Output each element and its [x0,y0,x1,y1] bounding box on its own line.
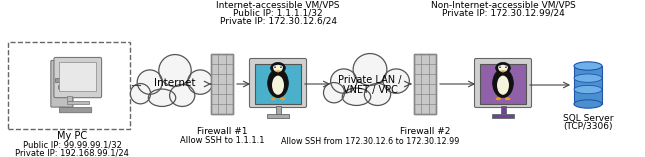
Ellipse shape [159,54,191,87]
Text: Non-Internet-accessible VM/VPS: Non-Internet-accessible VM/VPS [431,1,575,10]
FancyBboxPatch shape [501,106,506,114]
FancyBboxPatch shape [475,59,531,108]
Ellipse shape [271,97,276,100]
FancyBboxPatch shape [267,114,289,118]
Text: My PC: My PC [57,131,87,141]
Ellipse shape [498,66,501,69]
FancyBboxPatch shape [66,96,72,101]
Text: VNET / VPC: VNET / VPC [342,85,397,95]
FancyBboxPatch shape [492,114,514,118]
Text: SQL Server: SQL Server [562,114,613,123]
FancyBboxPatch shape [250,59,306,108]
FancyBboxPatch shape [414,54,436,114]
Text: (TCP/3306): (TCP/3306) [563,122,613,131]
Ellipse shape [495,62,510,74]
FancyBboxPatch shape [275,106,281,114]
Text: Private IP: 172.30.12.6/24: Private IP: 172.30.12.6/24 [219,17,337,26]
Ellipse shape [271,62,285,74]
Text: Private LAN /: Private LAN / [338,75,402,85]
Ellipse shape [574,85,602,94]
Ellipse shape [342,88,371,106]
Ellipse shape [170,84,195,106]
FancyBboxPatch shape [574,66,602,104]
Ellipse shape [273,66,277,69]
Ellipse shape [574,74,602,82]
Ellipse shape [574,100,602,108]
FancyBboxPatch shape [66,101,89,104]
Ellipse shape [574,62,602,70]
FancyBboxPatch shape [59,107,92,113]
Ellipse shape [499,65,508,72]
Text: Internet: Internet [154,78,195,88]
Ellipse shape [505,97,510,100]
FancyBboxPatch shape [255,64,301,104]
Polygon shape [501,70,506,73]
Ellipse shape [495,97,501,100]
Ellipse shape [137,70,163,94]
Text: Firewall #1: Firewall #1 [197,127,247,136]
Ellipse shape [273,65,283,72]
Ellipse shape [499,66,501,68]
Ellipse shape [383,69,410,93]
Ellipse shape [148,89,175,106]
Ellipse shape [493,69,513,98]
Ellipse shape [130,84,150,104]
Text: Private IP: 192.168.99.1/24: Private IP: 192.168.99.1/24 [15,148,129,157]
Text: Firewall #2: Firewall #2 [400,127,450,136]
Ellipse shape [274,66,276,68]
Ellipse shape [280,66,282,68]
Text: Public IP: 99.99.99.1/32: Public IP: 99.99.99.1/32 [23,140,121,149]
Text: Private IP: 172.30.12.99/24: Private IP: 172.30.12.99/24 [442,9,564,18]
FancyBboxPatch shape [59,62,96,91]
Ellipse shape [331,69,357,93]
Ellipse shape [505,66,507,68]
Ellipse shape [280,66,283,69]
Ellipse shape [280,97,285,100]
FancyBboxPatch shape [54,57,101,98]
Text: Allow SSH to 1.1.1.1: Allow SSH to 1.1.1.1 [180,136,264,145]
Ellipse shape [353,54,387,85]
Ellipse shape [504,66,508,69]
FancyBboxPatch shape [55,78,69,81]
FancyBboxPatch shape [211,54,233,114]
FancyBboxPatch shape [51,60,73,107]
Ellipse shape [268,69,288,98]
Ellipse shape [324,83,344,103]
Ellipse shape [497,76,509,95]
Polygon shape [275,70,281,73]
Text: Allow SSH from 172.30.12.6 to 172.30.12.99: Allow SSH from 172.30.12.6 to 172.30.12.… [281,137,459,146]
Ellipse shape [59,84,65,91]
Ellipse shape [188,70,213,94]
Ellipse shape [364,83,391,106]
Ellipse shape [272,76,284,95]
Text: Public IP: 1.1.1.1/32: Public IP: 1.1.1.1/32 [233,9,322,18]
FancyBboxPatch shape [480,64,526,104]
Text: Internet-accessible VM/VPS: Internet-accessible VM/VPS [216,1,340,10]
